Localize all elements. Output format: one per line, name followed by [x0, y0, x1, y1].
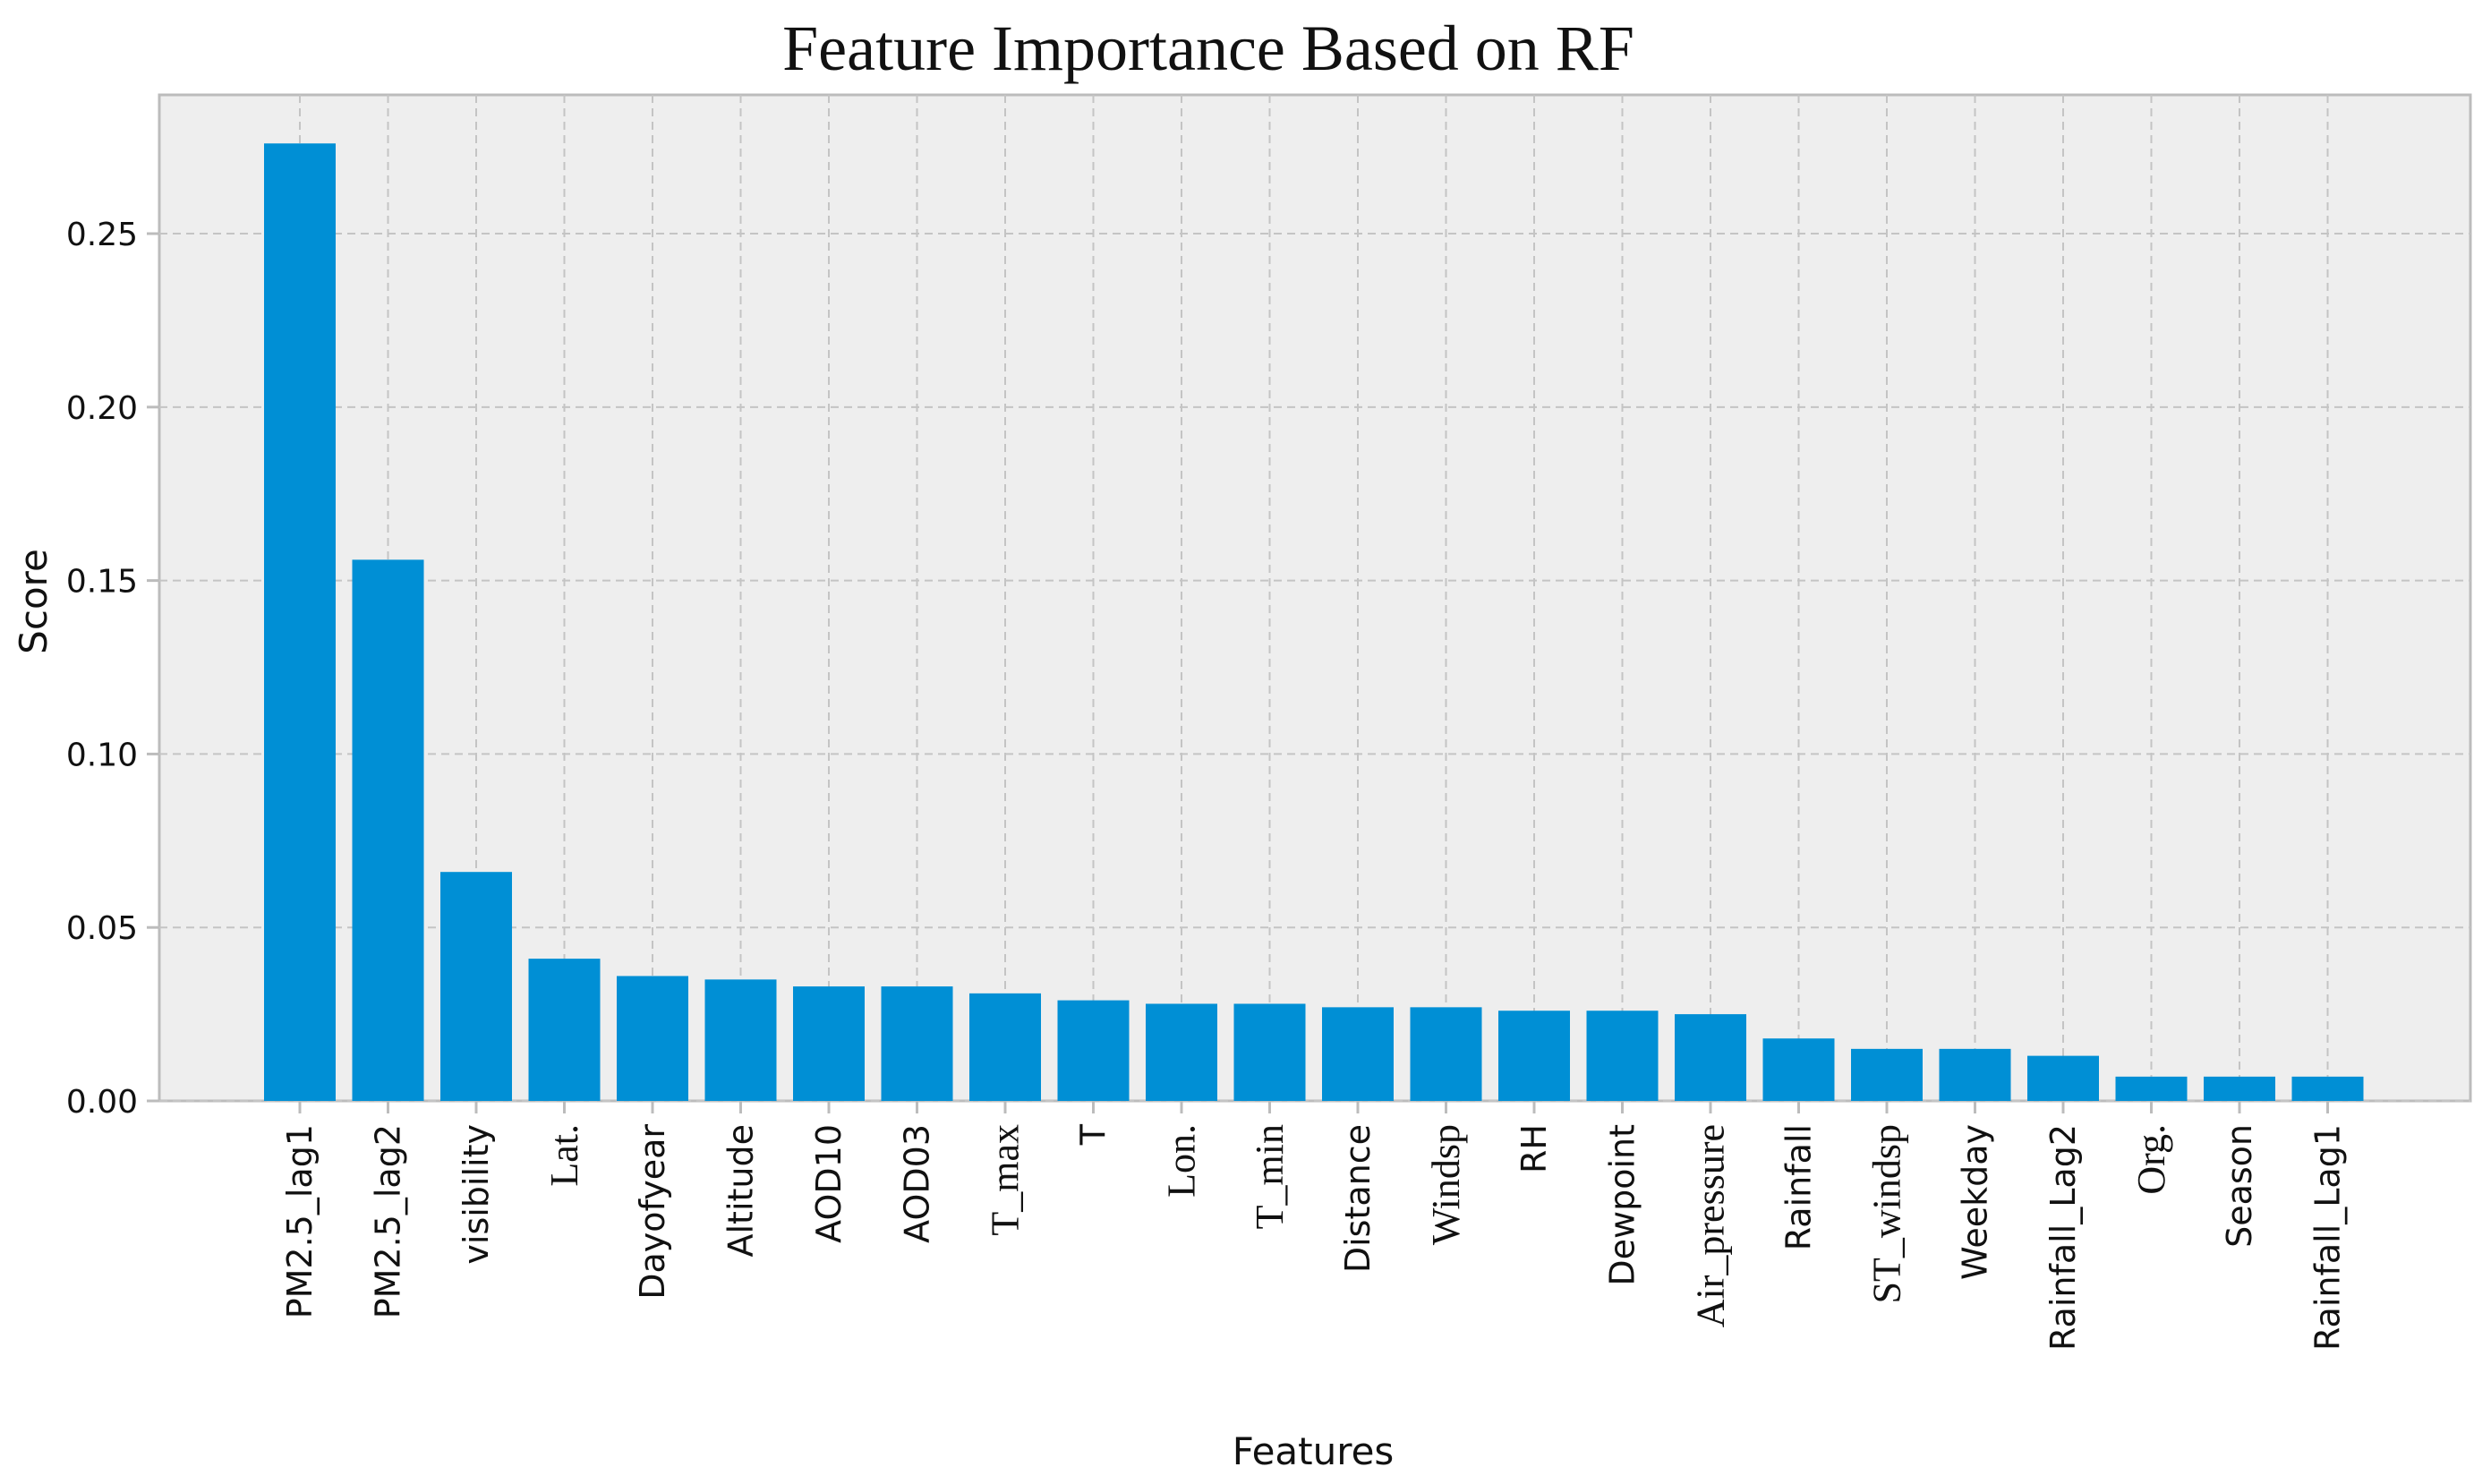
- bar-5: [704, 979, 777, 1101]
- bar-17: [1762, 1038, 1835, 1101]
- bar-4: [617, 976, 688, 1101]
- x-tick-label: T: [1074, 1123, 1113, 1146]
- x-tick-label: AOD03: [898, 1124, 937, 1243]
- bar-22: [2204, 1076, 2275, 1101]
- chart-title: Feature Importance Based on RF: [782, 13, 1634, 84]
- plot-area: [158, 93, 2472, 1103]
- y-tick-label: 0.25: [66, 217, 138, 253]
- x-tick-label: Dewpoint: [1603, 1124, 1642, 1286]
- x-axis-label: Features: [1233, 1429, 1395, 1473]
- x-tick-label: Lat.: [542, 1124, 586, 1187]
- bar-15: [1586, 1011, 1659, 1101]
- y-tick-label: 0.15: [66, 564, 138, 601]
- bar-12: [1322, 1007, 1394, 1101]
- bar-20: [2027, 1055, 2099, 1101]
- bar-8: [969, 993, 1041, 1101]
- y-tick-label: 0.10: [66, 737, 138, 773]
- bar-19: [1939, 1048, 2011, 1101]
- y-tick-label: 0.05: [66, 910, 138, 947]
- x-tick-label: Rainfall: [1779, 1124, 1819, 1250]
- x-tick-label: PM2.5_lag2: [369, 1124, 408, 1318]
- x-tick-label: T_min: [1248, 1124, 1292, 1229]
- bar-16: [1675, 1014, 1746, 1101]
- x-tick-label: ST_windsp: [1865, 1124, 1909, 1303]
- x-tick-label: Season: [2220, 1124, 2259, 1248]
- bar-6: [793, 986, 865, 1101]
- bar-9: [1057, 1000, 1130, 1101]
- bar-10: [1146, 1003, 1217, 1101]
- x-tick-label: AOD10: [809, 1124, 849, 1243]
- x-tick-label: Windsp: [1424, 1124, 1468, 1245]
- x-tick-label: Lon.: [1160, 1124, 1204, 1198]
- y-tick-label: 0.00: [66, 1084, 138, 1121]
- bar-2: [440, 872, 512, 1101]
- bar-14: [1498, 1011, 1570, 1101]
- x-tick-label: Rainfall_Lag2: [2043, 1124, 2083, 1351]
- x-tick-label: Org.: [2129, 1124, 2173, 1195]
- x-tick-label: Weekday: [1956, 1124, 1995, 1280]
- x-tick-label: PM2.5_lag1: [280, 1124, 320, 1318]
- y-axis-ticks: 0.00 0.05 0.10 0.15 0.20 0.25: [66, 217, 159, 1121]
- bar-0: [264, 143, 336, 1101]
- bar-11: [1233, 1003, 1306, 1101]
- y-tick-label: 0.20: [66, 390, 138, 427]
- bar-1: [352, 559, 424, 1101]
- y-axis-label: Score: [12, 549, 55, 654]
- bar-3: [528, 959, 601, 1101]
- x-axis-ticks: PM2.5_lag1 PM2.5_lag2 visibility Lat. Dayofy…: [280, 1101, 2348, 1351]
- bar-13: [1410, 1007, 1482, 1101]
- bar-21: [2115, 1076, 2188, 1101]
- bars: [264, 143, 2364, 1101]
- bar-7: [881, 986, 953, 1101]
- x-tick-label: Dayofyear: [633, 1124, 672, 1300]
- x-tick-label: Rainfall_Lag1: [2308, 1124, 2348, 1351]
- bar-18: [1851, 1048, 1923, 1101]
- x-tick-label: Altitude: [721, 1124, 761, 1258]
- x-tick-label: Distance: [1338, 1124, 1378, 1273]
- x-tick-label: RH: [1514, 1124, 1554, 1173]
- bar-23: [2291, 1076, 2364, 1101]
- x-tick-label: T_max: [984, 1124, 1028, 1236]
- x-tick-label: Air_pressure: [1689, 1124, 1733, 1327]
- x-tick-label: visibility: [456, 1124, 496, 1265]
